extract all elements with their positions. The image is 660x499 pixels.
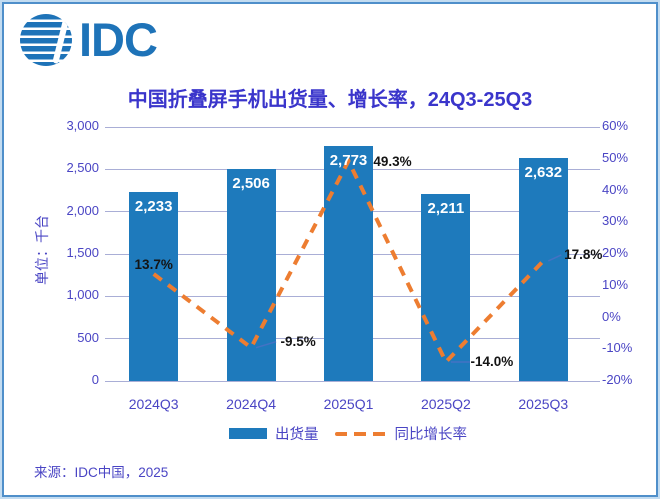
idc-globe-icon <box>20 14 72 66</box>
left-axis-tick-label: 3,000 <box>66 118 99 133</box>
legend-item-shipments: 出货量 <box>229 423 319 444</box>
bar <box>129 191 179 381</box>
gridline <box>105 380 600 382</box>
left-axis-tick-label: 1,500 <box>66 245 99 260</box>
right-axis-tick-label: 50% <box>602 149 629 165</box>
growth-point-label: -9.5% <box>280 333 316 349</box>
left-axis-tick-label: 2,000 <box>66 202 99 218</box>
left-axis-tick-label: 0 <box>91 372 99 387</box>
x-axis-label: 2025Q3 <box>518 396 569 412</box>
right-axis-tick-label: 40% <box>602 181 629 197</box>
gridline <box>105 126 600 128</box>
growth-point-label: 13.7% <box>134 257 173 272</box>
bar <box>518 158 568 381</box>
right-axis-tick-label: 60% <box>602 118 629 133</box>
bar-value-label: 2,233 <box>134 197 173 215</box>
left-axis-tick-label: 2,500 <box>66 160 99 176</box>
bar <box>226 168 276 381</box>
right-axis-tick-label: 10% <box>602 276 629 292</box>
source-note: 来源：IDC中国，2025 <box>34 465 169 480</box>
right-axis-tick-label: -20% <box>602 372 633 387</box>
right-axis-tick-label: 30% <box>602 213 629 229</box>
bar-value-label: 2,632 <box>524 164 563 182</box>
legend-label-growth: 同比增长率 <box>394 427 468 443</box>
x-axis-label: 2024Q3 <box>128 396 179 412</box>
idc-logo: IDC <box>20 13 158 66</box>
x-axis-label: 2025Q1 <box>323 396 374 412</box>
right-axis-tick-label: 20% <box>602 245 629 260</box>
chart-title: 中国折叠屏手机出货量、增长率，24Q3-25Q3 <box>127 89 533 111</box>
growth-point-label: 17.8% <box>564 246 603 262</box>
legend-item-growth: 同比增长率 <box>334 423 468 444</box>
chart-legend: 出货量 同比增长率 <box>18 423 660 444</box>
right-axis-tick-label: -10% <box>602 340 633 356</box>
x-axis-label: 2024Q4 <box>226 396 276 412</box>
left-axis-tick-label: 1,000 <box>66 287 99 303</box>
legend-label-shipments: 出货量 <box>275 427 319 443</box>
left-axis-tick-label: 500 <box>77 329 99 345</box>
growth-point-label: 49.3% <box>373 153 412 169</box>
bar-series-swatch-icon <box>229 428 267 439</box>
right-axis-tick-label: 0% <box>602 308 621 324</box>
dashed-line-swatch-icon <box>334 431 387 436</box>
idc-logo-text: IDC <box>79 13 158 66</box>
x-axis-label: 2025Q2 <box>420 396 471 412</box>
bar <box>421 193 471 381</box>
bar-value-label: 2,211 <box>427 199 465 217</box>
bar-value-label: 2,506 <box>232 174 270 192</box>
growth-point-label: -14.0% <box>470 353 514 369</box>
